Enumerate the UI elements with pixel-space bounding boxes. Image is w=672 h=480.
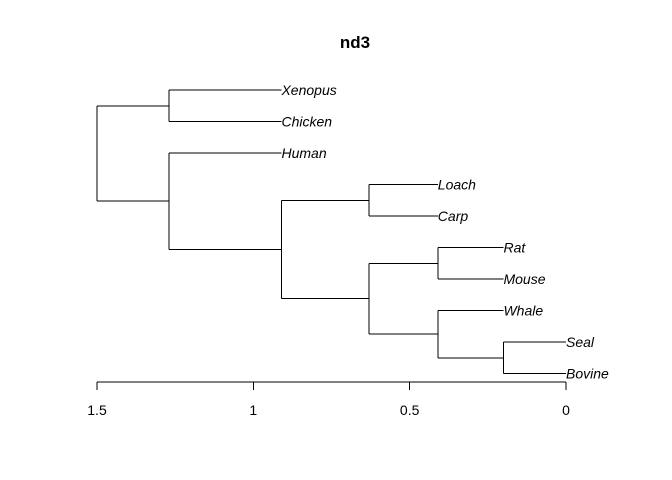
leaf-labels: Xenopus Chicken Human Loach Carp Rat Mouse Whal… [280, 82, 609, 382]
figure-title: nd3 [340, 33, 370, 52]
leaf-label-mouse: Mouse [503, 271, 545, 287]
leaf-label-carp: Carp [438, 208, 469, 224]
axis-tick-label: 0.5 [400, 402, 420, 418]
dendrogram-edges [96, 89, 566, 374]
leaf-label-xenopus: Xenopus [280, 82, 336, 98]
axis-tick-label: 1 [249, 402, 257, 418]
leaf-label-chicken: Chicken [281, 114, 332, 130]
leaf-label-bovine: Bovine [566, 366, 609, 382]
x-axis: 1.5 1 0.5 0 [87, 381, 570, 418]
leaf-label-rat: Rat [503, 240, 526, 256]
leaf-label-whale: Whale [503, 303, 543, 319]
axis-tick-label: 0 [562, 402, 570, 418]
axis-tick-label: 1.5 [87, 402, 107, 418]
leaf-label-seal: Seal [566, 334, 595, 350]
leaf-label-loach: Loach [438, 177, 476, 193]
leaf-label-human: Human [281, 145, 326, 161]
